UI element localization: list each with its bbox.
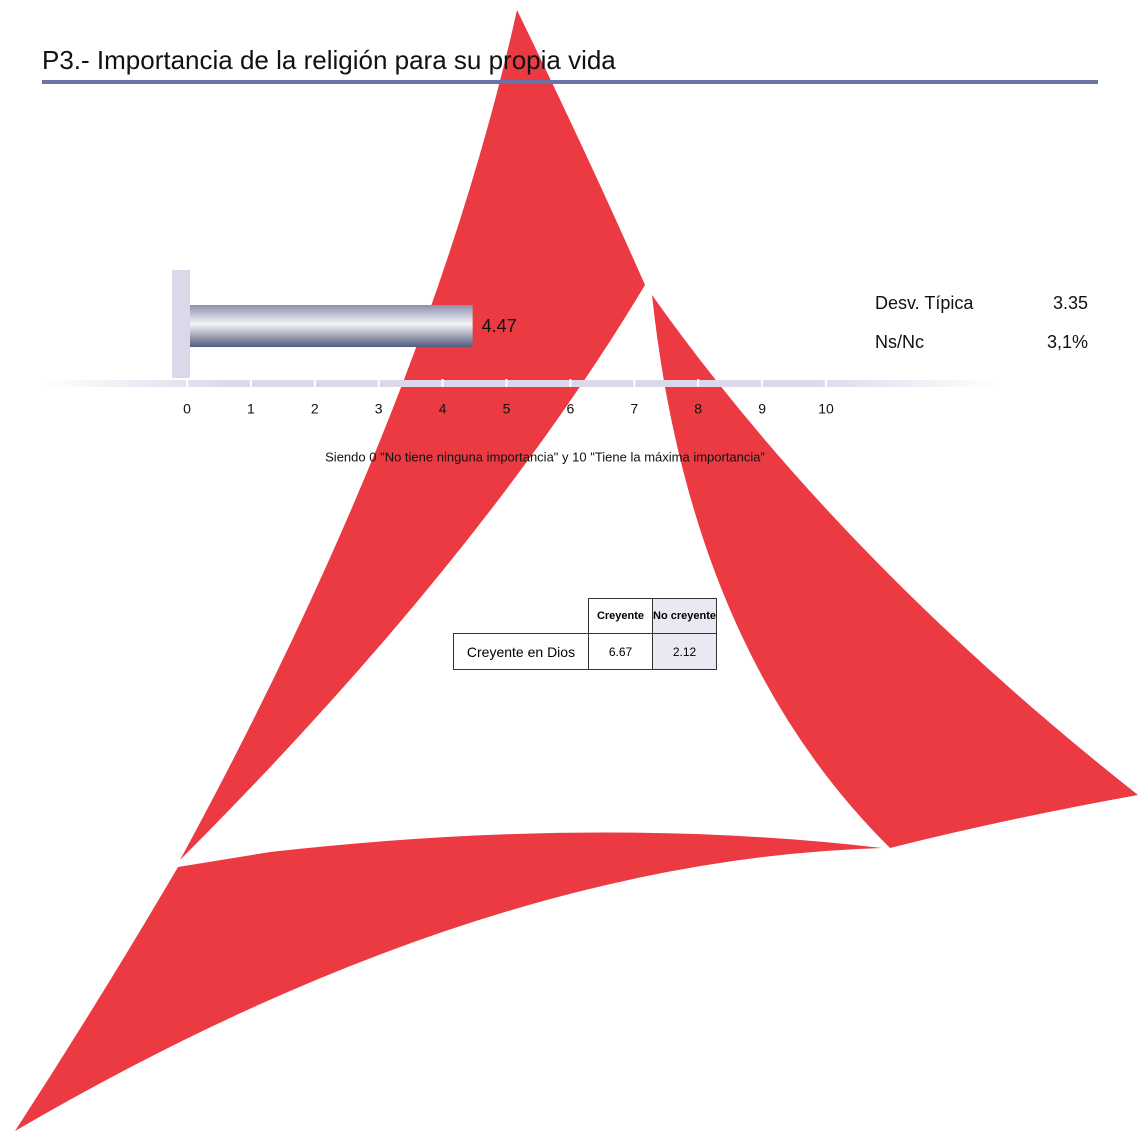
value-label: 4.47 (482, 316, 517, 336)
x-tick-label: 6 (567, 401, 575, 417)
annotation: Siendo 0 "No tiene ninguna importancia" … (325, 449, 765, 464)
x-tick-label: 5 (503, 401, 511, 417)
x-tick-label: 4 (439, 401, 447, 417)
chart-title: P3.- Importancia de la religión para su … (42, 45, 616, 75)
x-tick-label: 0 (183, 401, 191, 417)
stat-label: Ns/Nc (875, 332, 924, 352)
x-tick-label: 9 (758, 401, 766, 417)
x-tick-label: 10 (818, 401, 834, 417)
table: Creyente No creyente Creyente en Dios 6.… (453, 598, 717, 670)
x-tick-label: 7 (630, 401, 638, 417)
cell: 2.12 (652, 633, 717, 670)
logo (15, 10, 1138, 1131)
row-label: Creyente en Dios (453, 633, 589, 670)
title-rule (42, 80, 1098, 84)
x-tick-label: 3 (375, 401, 383, 417)
stat-value: 3,1% (1047, 332, 1088, 352)
cell: 6.67 (588, 633, 653, 670)
stat-value: 3.35 (1053, 293, 1088, 313)
bar (190, 305, 473, 347)
x-tick-label: 8 (694, 401, 702, 417)
bar-base (172, 270, 190, 378)
axis-band (40, 380, 1000, 387)
column-header: Creyente (588, 598, 653, 634)
stat-label: Desv. Típica (875, 293, 974, 313)
x-tick-label: 1 (247, 401, 255, 417)
x-tick-label: 2 (311, 401, 319, 417)
column-header: No creyente (652, 598, 717, 634)
